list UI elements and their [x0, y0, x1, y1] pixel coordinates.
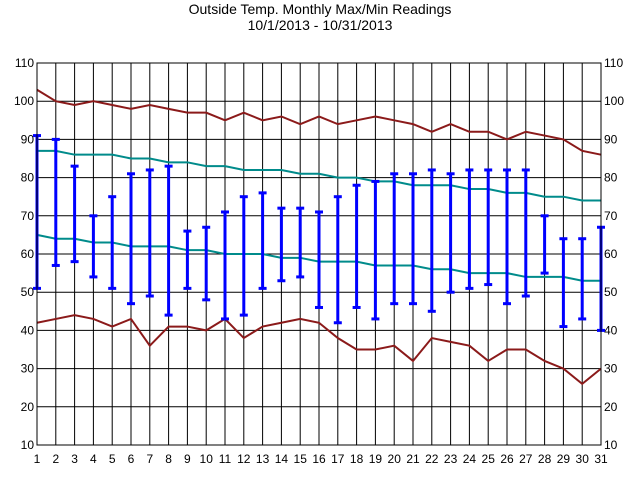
- x-tick-label: 17: [331, 452, 345, 466]
- x-tick-label: 14: [275, 452, 289, 466]
- x-tick-label: 3: [71, 452, 78, 466]
- y-tick-label-right: 100: [604, 94, 624, 108]
- y-tick-label-left: 70: [21, 209, 35, 223]
- x-tick-label: 22: [425, 452, 439, 466]
- y-tick-label-right: 40: [604, 323, 618, 337]
- x-tick-label: 16: [312, 452, 326, 466]
- y-tick-label-right: 50: [604, 285, 618, 299]
- x-tick-label: 8: [165, 452, 172, 466]
- x-tick-label: 2: [52, 452, 59, 466]
- x-tick-label: 29: [557, 452, 571, 466]
- x-tick-label: 27: [519, 452, 533, 466]
- x-tick-label: 5: [109, 452, 116, 466]
- y-tick-label-left: 20: [21, 400, 35, 414]
- x-tick-label: 1: [34, 452, 41, 466]
- y-tick-label-left: 90: [21, 132, 35, 146]
- y-tick-label-left: 40: [21, 323, 35, 337]
- y-tick-label-left: 110: [15, 56, 34, 70]
- x-tick-label: 15: [294, 452, 308, 466]
- chart-subtitle: 10/1/2013 - 10/31/2013: [247, 17, 393, 33]
- x-tick-label: 28: [538, 452, 552, 466]
- y-tick-label-right: 20: [604, 400, 618, 414]
- x-tick-label: 4: [90, 452, 97, 466]
- x-tick-label: 31: [594, 452, 608, 466]
- y-tick-label-left: 100: [14, 94, 34, 108]
- y-tick-label-left: 80: [21, 171, 35, 185]
- x-tick-label: 7: [146, 452, 153, 466]
- x-tick-label: 21: [406, 452, 420, 466]
- y-tick-label-right: 30: [604, 362, 618, 376]
- x-tick-label: 12: [237, 452, 251, 466]
- x-tick-label: 18: [350, 452, 364, 466]
- y-tick-label-right: 110: [604, 56, 623, 70]
- x-tick-label: 23: [444, 452, 458, 466]
- chart-title: Outside Temp. Monthly Max/Min Readings: [188, 1, 452, 17]
- x-tick-label: 13: [256, 452, 270, 466]
- x-tick-label: 11: [219, 452, 232, 466]
- x-tick-label: 10: [200, 452, 214, 466]
- plot-border: [36, 62, 602, 446]
- x-tick-label: 30: [576, 452, 590, 466]
- x-tick-label: 26: [500, 452, 514, 466]
- y-tick-label-left: 50: [21, 285, 35, 299]
- y-tick-label-right: 10: [604, 438, 618, 452]
- series-line-0: [36, 88, 602, 156]
- x-tick-label: 9: [184, 452, 191, 466]
- y-tick-label-left: 30: [21, 362, 35, 376]
- series-line-3: [36, 314, 602, 386]
- y-tick-label-right: 60: [604, 247, 618, 261]
- x-tick-label: 20: [388, 452, 402, 466]
- y-tick-label-left: 60: [21, 247, 35, 261]
- y-tick-label-left: 10: [21, 438, 35, 452]
- x-tick-label: 6: [128, 452, 135, 466]
- y-tick-label-right: 90: [604, 132, 618, 146]
- x-tick-label: 24: [463, 452, 477, 466]
- x-tick-label: 25: [482, 452, 496, 466]
- x-tick-label: 19: [369, 452, 383, 466]
- y-tick-label-right: 70: [604, 209, 618, 223]
- y-tick-label-right: 80: [604, 171, 618, 185]
